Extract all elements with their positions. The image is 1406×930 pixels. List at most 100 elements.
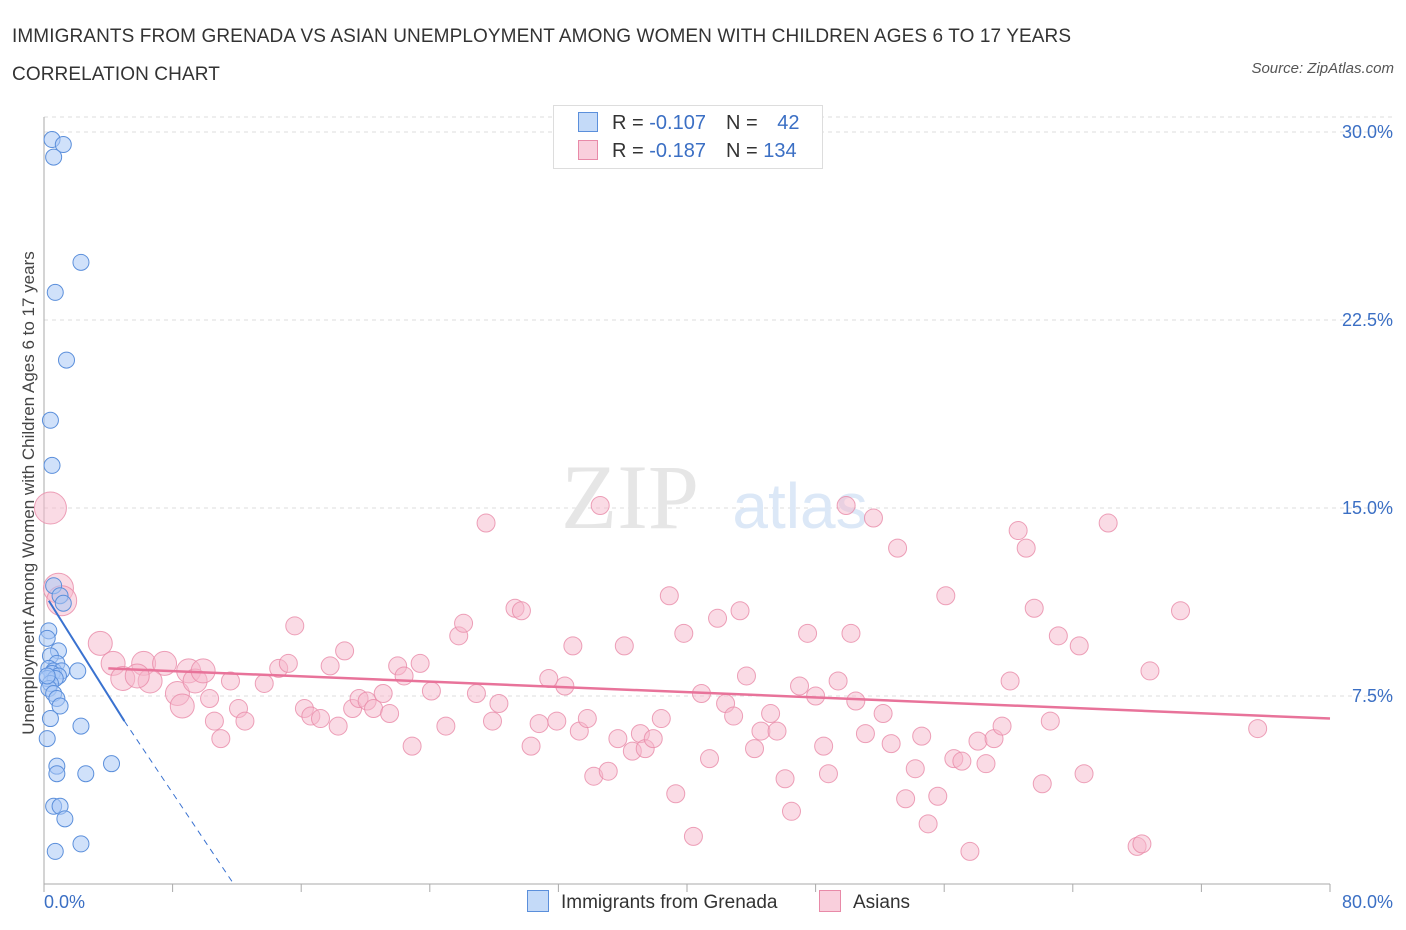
grenada-point (41, 710, 59, 728)
x-tick-label-max: 80.0% (1342, 892, 1393, 912)
grenada-point (54, 136, 72, 154)
asians-point (651, 709, 671, 729)
chart-title: IMMIGRANTS FROM GRENADA VS ASIAN UNEMPLO… (12, 26, 1072, 85)
legend-label-grenada: Immigrants from Grenada (561, 892, 778, 913)
grenada-trend-line (47, 600, 126, 722)
asians-point (881, 734, 901, 754)
asians-point (781, 801, 801, 821)
asians-point (394, 666, 414, 686)
asians-point (310, 709, 330, 729)
asians-point (659, 586, 679, 606)
asians-point (608, 729, 628, 749)
asians-point (285, 616, 305, 636)
y-tick-label: 15.0% (1342, 498, 1393, 518)
asians-point (683, 826, 703, 846)
asians-point (888, 538, 908, 558)
grenada-point (43, 456, 61, 474)
asians-point (1048, 626, 1068, 646)
asians-point (511, 601, 531, 621)
asians-point (745, 739, 765, 759)
grenada-points (38, 131, 121, 860)
asians-point (828, 671, 848, 691)
legend-r-value: -0.187 (649, 140, 706, 162)
asians-point (708, 608, 728, 628)
asians-point (775, 769, 795, 789)
watermark-zip: ZIP (561, 446, 699, 548)
y-tick-label: 22.5% (1342, 310, 1393, 330)
asians-point (614, 636, 634, 656)
asians-point (547, 711, 567, 731)
stats-legend: R = -0.107 N = 42 R = -0.187 N = 134 (553, 105, 823, 169)
asians-point (896, 789, 916, 809)
grenada-point (54, 594, 72, 612)
asians-point (436, 716, 456, 736)
asians-point (235, 711, 255, 731)
asians-point (539, 668, 559, 688)
asians-point (751, 721, 771, 741)
asians-point (278, 653, 298, 673)
asians-point (466, 683, 486, 703)
asians-point (818, 764, 838, 784)
legend-item-grenada[interactable]: Immigrants from Grenada (527, 890, 777, 914)
asians-point (320, 656, 340, 676)
asians-point (905, 759, 925, 779)
asians-point (335, 641, 355, 661)
y-axis-label: Unemployment Among Women with Children A… (19, 251, 38, 735)
asians-point (700, 749, 720, 769)
watermark: ZIP atlas (561, 446, 868, 548)
asians-point (380, 704, 400, 724)
asians-point (976, 754, 996, 774)
asians-point (1040, 711, 1060, 731)
asians-point (1132, 834, 1152, 854)
asians-point (577, 709, 597, 729)
asians-point (730, 601, 750, 621)
grenada-point (72, 253, 90, 271)
legend-label-asians: Asians (853, 892, 911, 913)
legend-item-asians[interactable]: Asians (819, 890, 910, 914)
asians-point (873, 704, 893, 724)
y-tick-label: 7.5% (1352, 686, 1393, 706)
asians-point (521, 736, 541, 756)
asians-point (211, 729, 231, 749)
asians-point (960, 841, 980, 861)
legend-swatch-grenada (527, 890, 549, 912)
asians-point (863, 508, 883, 528)
asians-point (1140, 661, 1160, 681)
legend-row-asians: R = -0.187 N = 134 (578, 140, 797, 166)
asians-point (846, 691, 866, 711)
grenada-point (69, 662, 87, 680)
asians-point (529, 714, 549, 734)
asians-point (666, 784, 686, 804)
x-tick-label-min: 0.0% (44, 892, 85, 912)
legend-swatch-grenada (578, 112, 598, 132)
grenada-point (72, 717, 90, 735)
asians-point (767, 721, 787, 741)
grenada-point (56, 810, 74, 828)
asians-point (204, 711, 224, 731)
asians-point (1098, 513, 1118, 533)
asians-point (1074, 764, 1094, 784)
grenada-point (38, 629, 56, 647)
grenada-point (46, 842, 64, 860)
asians-point (918, 814, 938, 834)
asians-point (814, 736, 834, 756)
grenada-point (58, 351, 76, 369)
grenada-point (51, 697, 69, 715)
asians-point (1171, 601, 1191, 621)
asians-point (1069, 636, 1089, 656)
asians-point (410, 653, 430, 673)
asians-point (33, 491, 67, 525)
legend-n-value: 134 (763, 140, 797, 162)
asians-point (1016, 538, 1036, 558)
legend-r-value: -0.107 (649, 112, 706, 134)
legend-n-label: N = (725, 112, 764, 134)
asians-point (790, 676, 810, 696)
asians-point (476, 513, 496, 533)
legend-swatch-asians (819, 890, 841, 912)
grenada-point (48, 765, 66, 783)
asians-point (952, 751, 972, 771)
asians-point (482, 711, 502, 731)
legend-n-label: N = (725, 140, 764, 162)
asians-point (855, 724, 875, 744)
series-legend: Immigrants from Grenada Asians (0, 888, 1406, 916)
